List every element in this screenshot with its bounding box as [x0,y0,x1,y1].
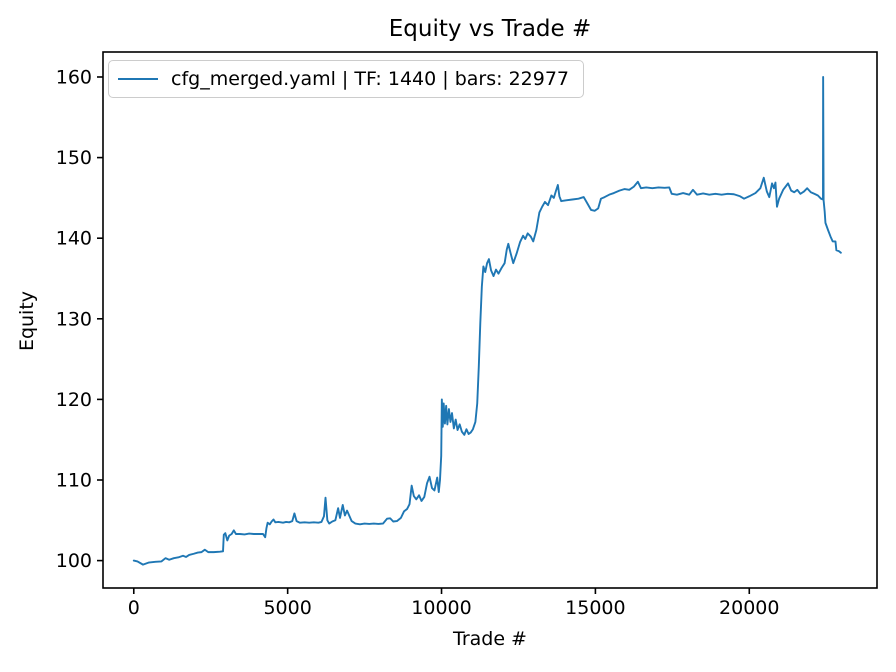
legend-line-sample [118,78,158,80]
y-tick-label: 110 [56,469,92,491]
equity-curve [132,76,842,566]
legend-label: cfg_merged.yaml | TF: 1440 | bars: 22977 [171,68,570,90]
legend: cfg_merged.yaml | TF: 1440 | bars: 22977 [108,60,585,98]
y-tick-label: 160 [56,66,92,88]
x-tick-label: 0 [128,597,140,619]
axes-spines [102,51,878,589]
y-axis-label: Equity [16,290,38,352]
x-axis-label: Trade # [453,628,527,650]
y-tick-label: 130 [56,308,92,330]
x-tick-label: 20000 [719,597,779,619]
x-tick-label: 5000 [263,597,311,619]
y-tick-label: 140 [56,228,92,250]
y-tick-label: 120 [56,389,92,411]
x-tick-label: 15000 [565,597,625,619]
y-tick-label: 100 [56,550,92,572]
y-tick-label: 150 [56,147,92,169]
x-tick-label: 10000 [411,597,471,619]
chart-title: Equity vs Trade # [388,16,592,42]
